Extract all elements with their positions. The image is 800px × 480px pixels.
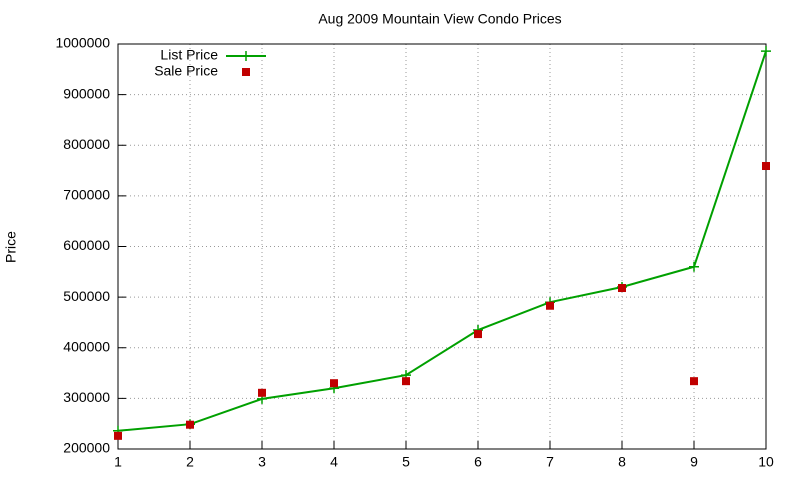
point-square [330,379,338,388]
x-tick-label: 3 [258,454,266,470]
x-tick-label: 1 [114,454,122,470]
point-plus [761,46,771,57]
x-tick-label: 5 [402,454,410,470]
legend-label: List Price [160,47,218,63]
x-tick-label: 6 [474,454,482,470]
y-tick-label: 1000000 [55,35,110,51]
y-tick-label: 300000 [63,389,110,405]
point-square [474,330,482,339]
point-square [258,388,266,397]
legend-marker [242,68,250,76]
point-square [402,377,410,386]
point-square [690,377,698,386]
point-square [546,301,554,310]
chart-title: Aug 2009 Mountain View Condo Prices [318,11,561,27]
y-tick-label: 400000 [63,338,110,354]
x-tick-label: 8 [618,454,626,470]
y-tick-label: 200000 [63,440,110,456]
x-tick-label: 10 [758,454,774,470]
point-square [762,162,770,171]
y-tick-label: 800000 [63,136,110,152]
point-square [618,284,626,293]
point-square [186,420,194,429]
y-axis-label: Price [3,231,19,263]
legend-marker [241,51,251,61]
legend-label: Sale Price [154,63,218,79]
y-tick-label: 600000 [63,237,110,253]
y-tick-label: 700000 [63,187,110,203]
x-tick-label: 4 [330,454,338,470]
series-line [117,50,767,432]
x-tick-label: 2 [186,454,194,470]
point-square [114,431,122,440]
y-tick-label: 900000 [63,85,110,101]
x-tick-label: 7 [546,454,554,470]
y-tick-label: 500000 [63,288,110,304]
point-plus [689,261,699,272]
x-tick-label: 9 [690,454,698,470]
plot-border [117,43,767,450]
